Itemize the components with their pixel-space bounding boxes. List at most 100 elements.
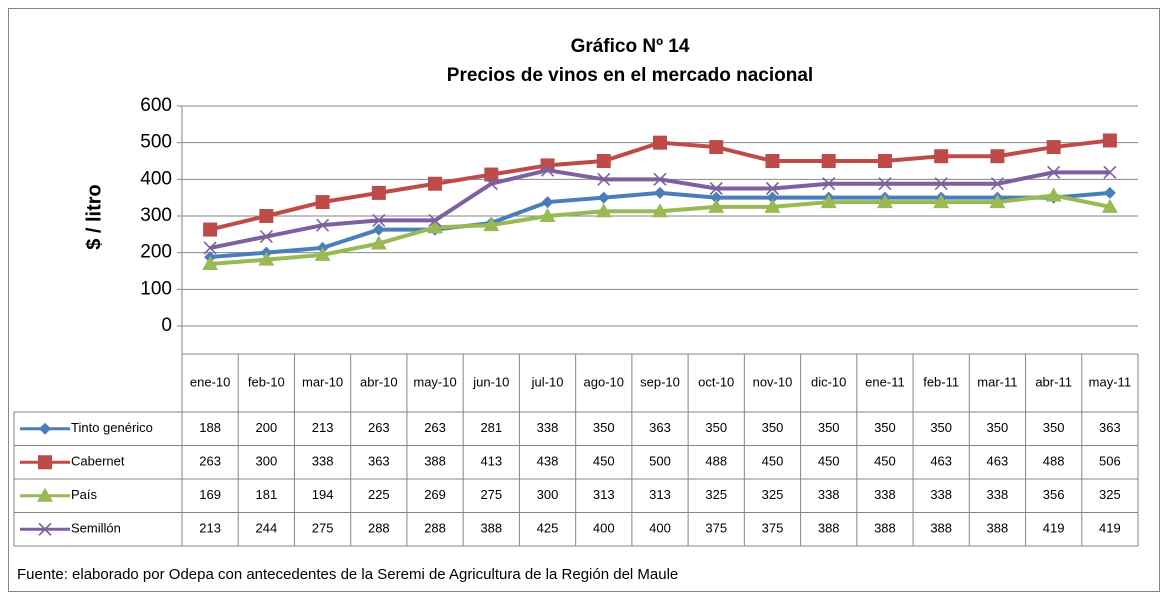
table-value: 363 — [368, 454, 390, 469]
source-note: Fuente: elaborado por Odepa con antecede… — [17, 566, 678, 583]
x-tick-label: mar-11 — [977, 374, 1017, 389]
x-tick-label: ago-10 — [584, 374, 624, 389]
point — [259, 229, 273, 244]
table-value: 488 — [705, 454, 727, 469]
table-value: 263 — [199, 454, 221, 469]
point — [990, 149, 1005, 164]
y-tick-label: 300 — [140, 205, 172, 226]
table-value: 288 — [424, 521, 446, 536]
x-tick-label: ene-11 — [865, 374, 905, 389]
table-value: 356 — [1043, 487, 1065, 502]
table-value: 213 — [199, 521, 221, 536]
table-value: 200 — [256, 420, 278, 435]
point — [708, 198, 725, 213]
table-value: 363 — [649, 420, 671, 435]
table-value: 413 — [480, 454, 502, 469]
chart-border — [8, 8, 1160, 592]
table-value: 275 — [312, 521, 334, 536]
point — [822, 177, 836, 191]
table-value: 325 — [705, 487, 727, 502]
point — [259, 209, 274, 223]
table-value: 400 — [593, 521, 615, 536]
legend-marker — [38, 522, 52, 536]
y-tick-label: 200 — [140, 242, 172, 263]
table-value: 388 — [818, 521, 840, 536]
point — [597, 191, 610, 204]
point — [933, 194, 950, 209]
point — [990, 177, 1004, 191]
table-value: 338 — [874, 487, 896, 502]
table-value: 225 — [368, 487, 390, 502]
table-value: 450 — [874, 454, 896, 469]
table-value: 338 — [312, 454, 334, 469]
point — [989, 194, 1006, 209]
table-value: 213 — [312, 420, 334, 435]
table-value: 350 — [593, 420, 615, 435]
table-value: 188 — [199, 420, 221, 435]
x-tick-label: mar-10 — [302, 374, 343, 389]
y-tick-label: 100 — [140, 278, 172, 299]
table-value: 338 — [987, 487, 1009, 502]
table-value: 263 — [424, 420, 446, 435]
point — [652, 203, 668, 218]
table-value: 325 — [1099, 487, 1121, 502]
table-value: 338 — [537, 420, 559, 435]
table-value: 375 — [705, 521, 727, 536]
legend-marker — [39, 422, 51, 435]
table-value: 281 — [480, 420, 502, 435]
point — [653, 135, 667, 150]
point — [820, 194, 837, 209]
table-value: 450 — [593, 454, 615, 469]
point — [595, 203, 612, 218]
point — [934, 177, 948, 191]
point — [203, 241, 217, 255]
table-value: 419 — [1099, 521, 1121, 536]
point — [370, 235, 387, 250]
point — [877, 154, 892, 168]
table-value: 463 — [930, 454, 952, 469]
x-tick-label: nov-10 — [753, 374, 793, 389]
table-value: 419 — [1043, 521, 1065, 536]
point — [596, 154, 611, 168]
y-axis-label: $ / litro — [83, 184, 105, 250]
point — [428, 213, 442, 227]
point — [1045, 187, 1062, 202]
table-value: 375 — [762, 521, 784, 536]
legend-marker — [37, 487, 53, 502]
x-tick-label: may-11 — [1089, 374, 1131, 389]
x-tick-label: abr-10 — [360, 374, 398, 389]
point — [428, 176, 443, 191]
table-value: 350 — [1043, 420, 1065, 435]
point — [203, 222, 218, 237]
y-tick-label: 600 — [140, 95, 172, 116]
point — [371, 185, 386, 200]
table-value: 450 — [818, 454, 840, 469]
table-value: 363 — [1099, 420, 1121, 435]
point — [1046, 140, 1061, 155]
table-value: 194 — [312, 487, 334, 502]
table-value: 400 — [649, 521, 671, 536]
y-tick-label: 500 — [140, 132, 172, 153]
point — [878, 177, 892, 191]
table-value: 463 — [987, 454, 1009, 469]
point — [765, 181, 780, 196]
table-value: 425 — [537, 521, 559, 536]
point — [764, 198, 781, 213]
point — [427, 219, 444, 234]
point — [483, 217, 500, 232]
table-value: 388 — [930, 521, 952, 536]
table-value: 350 — [818, 420, 840, 435]
x-tick-label: ene-10 — [190, 374, 230, 389]
x-tick-label: jul-10 — [531, 374, 564, 389]
table-value: 350 — [874, 420, 896, 435]
table-value: 300 — [256, 454, 278, 469]
point — [315, 195, 330, 210]
legend-label: Cabernet — [71, 454, 125, 469]
table-value: 450 — [762, 454, 784, 469]
point — [314, 246, 331, 261]
point — [1103, 165, 1117, 179]
point — [709, 140, 724, 155]
point — [258, 251, 275, 266]
point — [766, 191, 779, 204]
